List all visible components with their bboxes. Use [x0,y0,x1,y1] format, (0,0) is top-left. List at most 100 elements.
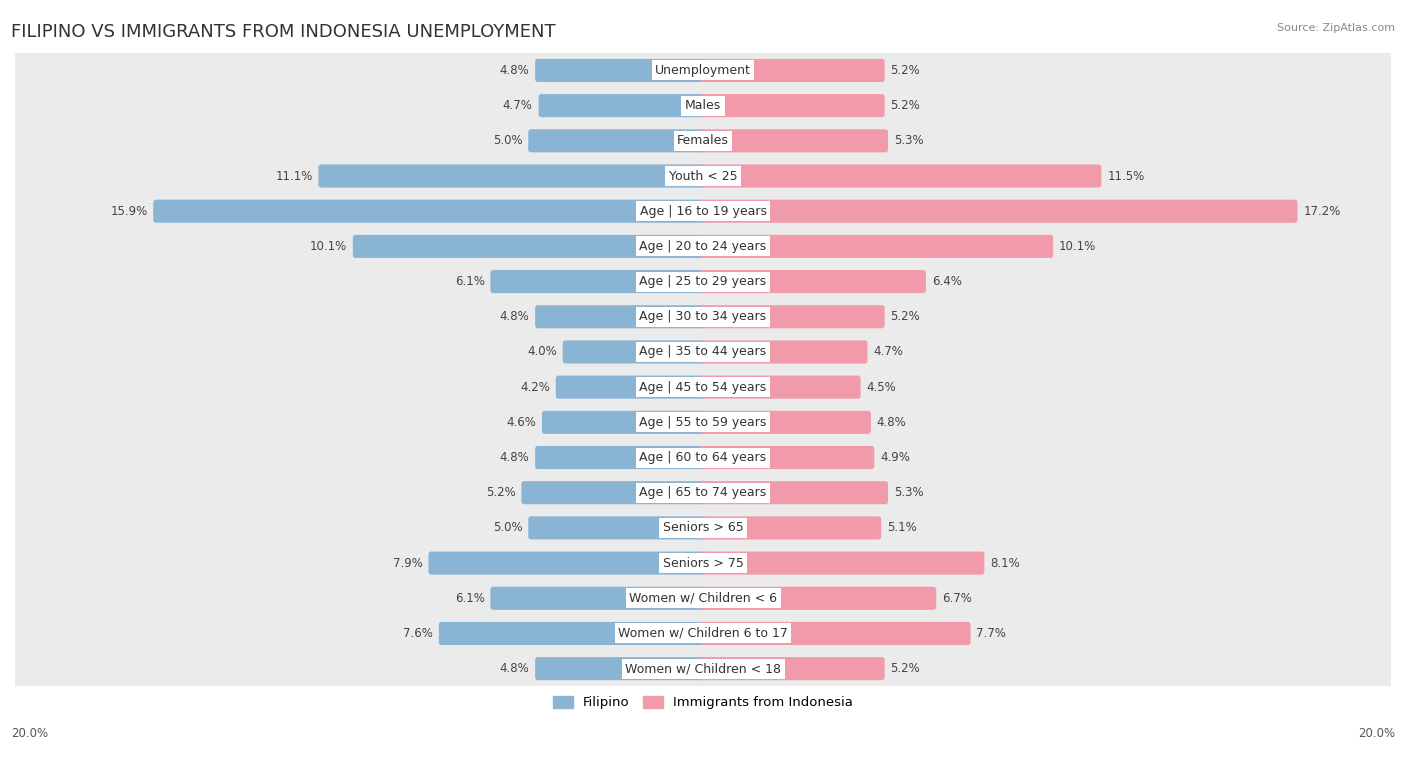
FancyBboxPatch shape [13,298,1393,336]
Text: 4.7%: 4.7% [873,345,903,359]
FancyBboxPatch shape [700,305,884,329]
Text: Youth < 25: Youth < 25 [669,170,737,182]
FancyBboxPatch shape [13,473,1393,512]
Text: Source: ZipAtlas.com: Source: ZipAtlas.com [1277,23,1395,33]
Text: 6.1%: 6.1% [454,275,485,288]
FancyBboxPatch shape [13,51,1393,90]
Text: 5.0%: 5.0% [492,522,523,534]
FancyBboxPatch shape [13,157,1393,195]
FancyBboxPatch shape [700,587,936,610]
Text: 5.2%: 5.2% [485,486,516,499]
Text: 5.0%: 5.0% [492,134,523,148]
Text: 4.8%: 4.8% [499,64,529,77]
FancyBboxPatch shape [13,86,1393,125]
FancyBboxPatch shape [562,341,706,363]
Text: 5.2%: 5.2% [890,310,921,323]
Text: 20.0%: 20.0% [1358,727,1395,740]
FancyBboxPatch shape [13,614,1393,653]
FancyBboxPatch shape [555,375,706,399]
Text: 4.6%: 4.6% [506,416,536,428]
FancyBboxPatch shape [700,446,875,469]
Text: 4.0%: 4.0% [527,345,557,359]
Text: 6.1%: 6.1% [454,592,485,605]
Text: 5.2%: 5.2% [890,662,921,675]
FancyBboxPatch shape [429,552,706,575]
FancyBboxPatch shape [700,552,984,575]
Text: Women w/ Children 6 to 17: Women w/ Children 6 to 17 [619,627,787,640]
Text: 15.9%: 15.9% [110,204,148,218]
Text: 4.5%: 4.5% [866,381,896,394]
FancyBboxPatch shape [13,403,1393,441]
Text: 10.1%: 10.1% [1059,240,1097,253]
Text: 5.2%: 5.2% [890,64,921,77]
Text: Age | 35 to 44 years: Age | 35 to 44 years [640,345,766,359]
Legend: Filipino, Immigrants from Indonesia: Filipino, Immigrants from Indonesia [547,690,859,715]
FancyBboxPatch shape [13,192,1393,231]
FancyBboxPatch shape [13,368,1393,407]
FancyBboxPatch shape [700,164,1101,188]
Text: Age | 45 to 54 years: Age | 45 to 54 years [640,381,766,394]
Text: 5.2%: 5.2% [890,99,921,112]
FancyBboxPatch shape [700,59,884,82]
FancyBboxPatch shape [13,438,1393,477]
Text: 4.8%: 4.8% [499,310,529,323]
Text: 4.2%: 4.2% [520,381,550,394]
Text: 11.5%: 11.5% [1107,170,1144,182]
Text: 4.8%: 4.8% [499,451,529,464]
FancyBboxPatch shape [13,332,1393,372]
Text: Unemployment: Unemployment [655,64,751,77]
FancyBboxPatch shape [700,200,1298,223]
Text: 5.3%: 5.3% [894,486,924,499]
Text: Seniors > 75: Seniors > 75 [662,556,744,569]
Text: Age | 30 to 34 years: Age | 30 to 34 years [640,310,766,323]
FancyBboxPatch shape [153,200,706,223]
Text: Women w/ Children < 6: Women w/ Children < 6 [628,592,778,605]
FancyBboxPatch shape [700,622,970,645]
FancyBboxPatch shape [13,227,1393,266]
FancyBboxPatch shape [529,516,706,540]
Text: Age | 16 to 19 years: Age | 16 to 19 years [640,204,766,218]
Text: Seniors > 65: Seniors > 65 [662,522,744,534]
FancyBboxPatch shape [700,129,889,152]
Text: 8.1%: 8.1% [990,556,1019,569]
FancyBboxPatch shape [13,262,1393,301]
Text: 7.6%: 7.6% [404,627,433,640]
FancyBboxPatch shape [536,446,706,469]
Text: 5.1%: 5.1% [887,522,917,534]
FancyBboxPatch shape [700,235,1053,258]
FancyBboxPatch shape [700,411,870,434]
Text: Age | 25 to 29 years: Age | 25 to 29 years [640,275,766,288]
Text: Age | 60 to 64 years: Age | 60 to 64 years [640,451,766,464]
FancyBboxPatch shape [13,579,1393,618]
FancyBboxPatch shape [13,544,1393,582]
Text: 4.7%: 4.7% [503,99,533,112]
Text: Women w/ Children < 18: Women w/ Children < 18 [626,662,780,675]
Text: 6.7%: 6.7% [942,592,972,605]
Text: 10.1%: 10.1% [309,240,347,253]
FancyBboxPatch shape [700,94,884,117]
FancyBboxPatch shape [13,650,1393,688]
FancyBboxPatch shape [700,341,868,363]
Text: 4.8%: 4.8% [877,416,907,428]
Text: 5.3%: 5.3% [894,134,924,148]
Text: Age | 55 to 59 years: Age | 55 to 59 years [640,416,766,428]
FancyBboxPatch shape [491,587,706,610]
FancyBboxPatch shape [536,305,706,329]
FancyBboxPatch shape [318,164,706,188]
Text: 4.8%: 4.8% [499,662,529,675]
Text: FILIPINO VS IMMIGRANTS FROM INDONESIA UNEMPLOYMENT: FILIPINO VS IMMIGRANTS FROM INDONESIA UN… [11,23,555,41]
FancyBboxPatch shape [439,622,706,645]
Text: 20.0%: 20.0% [11,727,48,740]
Text: 6.4%: 6.4% [932,275,962,288]
FancyBboxPatch shape [700,481,889,504]
Text: Age | 65 to 74 years: Age | 65 to 74 years [640,486,766,499]
FancyBboxPatch shape [522,481,706,504]
Text: 7.9%: 7.9% [392,556,423,569]
FancyBboxPatch shape [13,509,1393,547]
Text: Females: Females [678,134,728,148]
FancyBboxPatch shape [353,235,706,258]
FancyBboxPatch shape [491,270,706,293]
FancyBboxPatch shape [536,657,706,681]
FancyBboxPatch shape [541,411,706,434]
Text: 7.7%: 7.7% [977,627,1007,640]
